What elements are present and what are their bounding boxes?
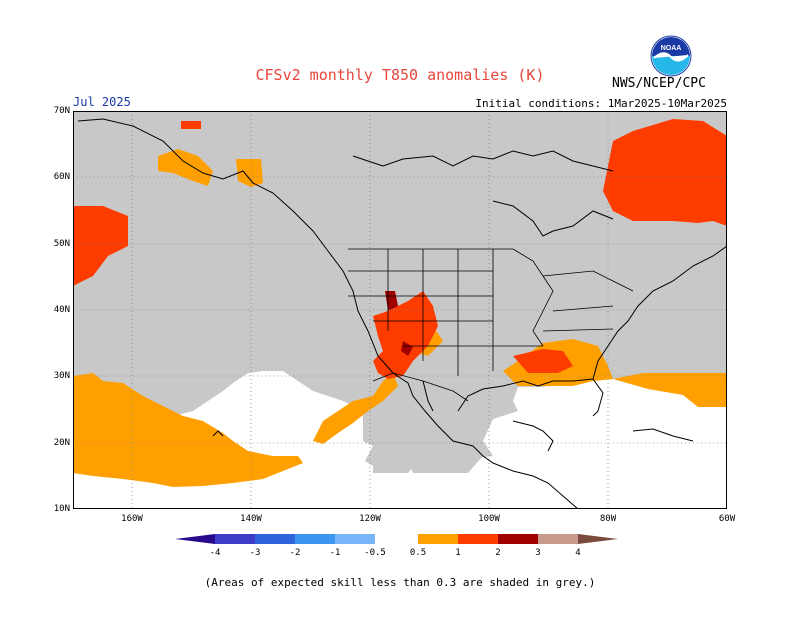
- colorbar-segment: [175, 534, 215, 544]
- colorbar-segment: [255, 534, 295, 544]
- colorbar-segment: [295, 534, 335, 544]
- colorbar-segment: [418, 534, 458, 544]
- org-label: NWS/NCEP/CPC: [612, 76, 706, 91]
- colorbar-label: -1: [329, 548, 341, 558]
- y-tick-10n: 10N: [53, 504, 70, 514]
- colorbar-label: 3: [535, 548, 541, 558]
- y-tick-20n: 20N: [53, 438, 70, 448]
- colorbar-label: 0.5: [409, 548, 427, 558]
- anomaly-red-southwest-us: [373, 291, 438, 379]
- noaa-logo-text: NOAA: [661, 45, 682, 52]
- x-tick-160w: 160W: [121, 514, 143, 524]
- colorbar-segment: [378, 534, 418, 544]
- colorbar: [175, 534, 618, 544]
- forecast-month: Jul 2025: [73, 95, 131, 109]
- x-tick-60w: 60W: [718, 514, 736, 524]
- x-tick-140w: 140W: [240, 514, 262, 524]
- y-tick-50n: 50N: [53, 239, 70, 249]
- y-tick-70n: 70N: [53, 106, 70, 116]
- colorbar-segment: [538, 534, 578, 544]
- colorbar-segment: [578, 534, 618, 544]
- x-tick-100w: 100W: [478, 514, 500, 524]
- initial-conditions: Initial conditions: 1Mar2025-10Mar2025: [475, 97, 727, 110]
- y-tick-40n: 40N: [53, 305, 70, 315]
- skill-caption: (Areas of expected skill less than 0.3 a…: [204, 576, 596, 589]
- y-tick-60n: 60N: [53, 172, 70, 182]
- anomaly-red-north-pacific: [73, 206, 128, 286]
- x-tick-80w: 80W: [599, 514, 617, 524]
- colorbar-label: -2: [289, 548, 301, 558]
- colorbar-label: -0.5: [364, 548, 386, 558]
- coastlines: [77, 118, 727, 509]
- anomaly-orange-pacific: [73, 373, 303, 487]
- x-tick-120w: 120W: [359, 514, 381, 524]
- colorbar-segment: [458, 534, 498, 544]
- colorbar-label: 2: [495, 548, 501, 558]
- colorbar-label: -3: [249, 548, 261, 558]
- noaa-logo: NOAA: [650, 35, 692, 77]
- colorbar-label: -4: [209, 548, 221, 558]
- anomaly-red-eastern-canada: [603, 119, 727, 226]
- colorbar-segment: [335, 534, 375, 544]
- y-tick-30n: 30N: [53, 371, 70, 381]
- anomaly-map: [73, 111, 727, 509]
- colorbar-label: 4: [575, 548, 581, 558]
- colorbar-segment: [498, 534, 538, 544]
- colorbar-label: 1: [455, 548, 461, 558]
- political-borders: [348, 248, 634, 402]
- chart-title: CFSv2 monthly T850 anomalies (K): [255, 66, 545, 84]
- colorbar-segment: [215, 534, 255, 544]
